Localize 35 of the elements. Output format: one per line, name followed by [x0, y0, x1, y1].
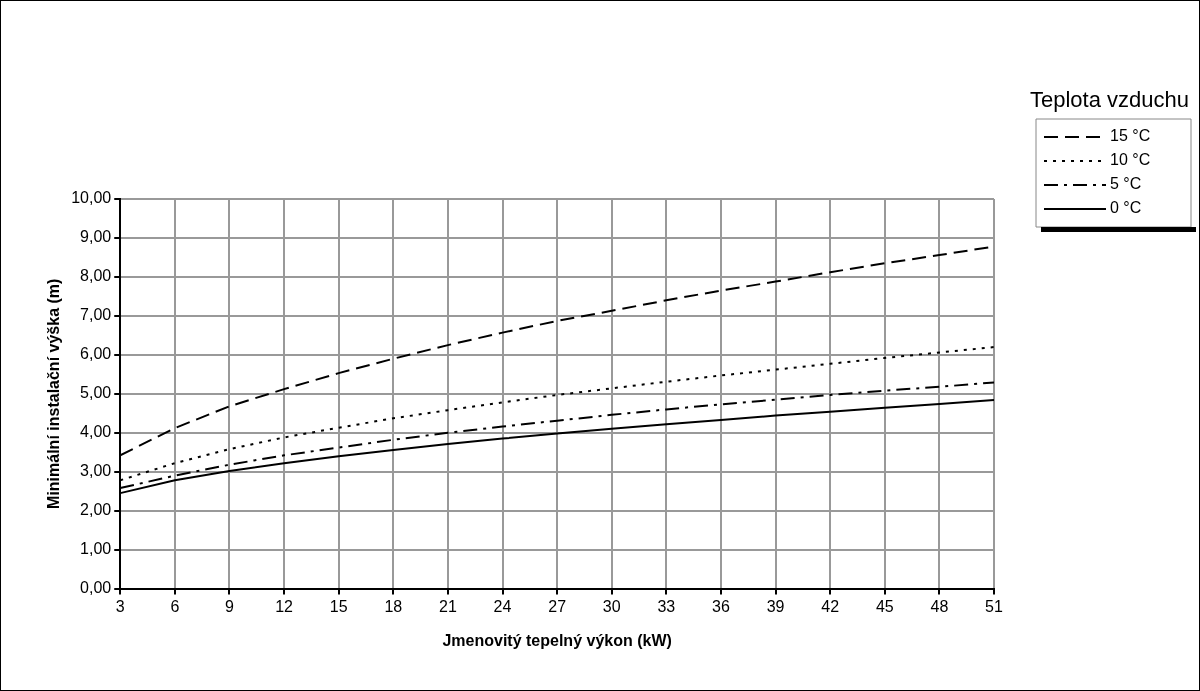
y-tick-label: 1,00 — [80, 540, 112, 558]
x-tick-label: 42 — [821, 597, 840, 615]
x-tick-label: 18 — [384, 597, 403, 615]
legend-title: Teplota vzduchu — [1030, 87, 1189, 112]
y-tick-label: 7,00 — [80, 306, 112, 324]
x-tick-label: 9 — [225, 597, 235, 615]
legend-label: 10 °C — [1110, 151, 1151, 169]
legend-label: 0 °C — [1110, 199, 1142, 217]
x-tick-label: 15 — [329, 597, 348, 615]
x-tick-label: 39 — [766, 597, 785, 615]
x-tick-label: 48 — [930, 597, 949, 615]
x-tick-label: 24 — [493, 597, 512, 615]
y-tick-label: 10,00 — [71, 189, 112, 207]
y-tick-label: 5,00 — [80, 384, 112, 402]
x-axis-title: Jmenovitý tepelný výkon (kW) — [442, 631, 672, 649]
legend-label: 15 °C — [1110, 127, 1151, 145]
x-tick-label: 12 — [275, 597, 294, 615]
x-tick-label: 30 — [602, 597, 621, 615]
y-tick-label: 3,00 — [80, 462, 112, 480]
y-tick-label: 0,00 — [80, 579, 112, 597]
x-tick-label: 33 — [657, 597, 676, 615]
x-tick-label: 36 — [712, 597, 730, 615]
x-tick-label: 45 — [875, 597, 894, 615]
x-tick-label: 27 — [548, 597, 567, 615]
y-tick-label: 8,00 — [80, 267, 112, 285]
y-tick-label: 6,00 — [80, 345, 112, 363]
y-tick-label: 2,00 — [80, 501, 112, 519]
x-tick-label: 21 — [439, 597, 457, 615]
x-tick-label: 51 — [985, 597, 1003, 615]
y-axis-title: Minimální instalační výška (m) — [45, 278, 63, 509]
x-tick-label: 6 — [170, 597, 180, 615]
legend-label: 5 °C — [1110, 175, 1142, 193]
x-tick-label: 3 — [115, 597, 125, 615]
y-tick-label: 9,00 — [80, 228, 112, 246]
y-tick-label: 4,00 — [80, 423, 112, 441]
